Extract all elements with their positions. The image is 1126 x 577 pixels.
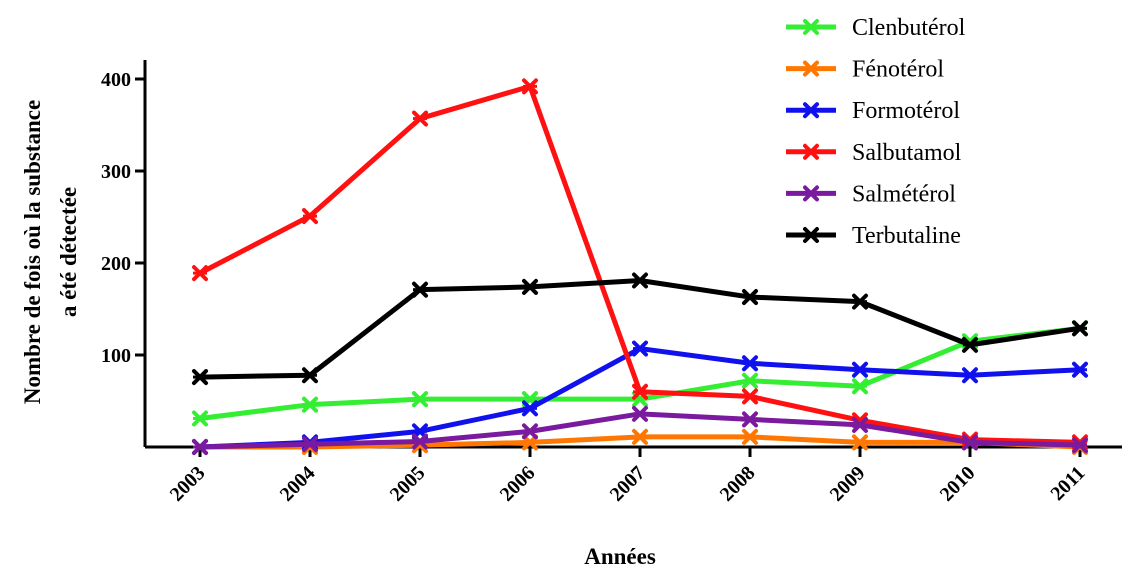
data-point-salbutamol [412, 110, 428, 127]
data-point-salbutamol [192, 265, 208, 282]
data-point-salmeterol [852, 416, 868, 433]
y-tick-label: 200 [101, 253, 131, 275]
series-line-terbutaline [199, 277, 1081, 380]
data-point-terbutaline [632, 272, 648, 289]
legend: Clenbutérol Fénotérol Formotérol Salbutamol… [786, 15, 966, 249]
data-point-salbutamol [302, 208, 318, 225]
data-point-fenoterol [852, 434, 868, 451]
legend-item-salbutamol: Salbutamol [786, 140, 962, 166]
data-point-terbutaline [962, 336, 978, 353]
data-point-salbutamol [632, 383, 648, 400]
data-point-clenbuterol [412, 391, 428, 408]
legend-item-formoterol: Formotérol [786, 98, 960, 124]
data-point-salmeterol [412, 433, 428, 450]
data-point-formoterol [522, 400, 538, 417]
data-point-clenbuterol [302, 396, 318, 413]
x-ticks: 2003 2004 2005 2006 2007 2008 2009 2010 2011 [166, 447, 1090, 506]
series-terbutaline [192, 272, 1088, 386]
data-point-salmeterol [632, 405, 648, 422]
y-axis-title: Nombre de fois où la substance a été dét… [20, 100, 81, 404]
legend-marker [803, 185, 819, 202]
data-point-formoterol [1072, 361, 1088, 378]
data-point-fenoterol [632, 428, 648, 445]
y-tick-label: 300 [101, 161, 131, 183]
data-point-fenoterol [742, 428, 758, 445]
y-axis-title-line-1: Nombre de fois où la substance [20, 100, 45, 404]
y-ticks: 100 200 300 400 [101, 69, 145, 367]
series-salbutamol [192, 78, 1088, 451]
data-point-clenbuterol [852, 378, 868, 395]
x-axis-title: Années [584, 544, 656, 569]
data-point-salbutamol [522, 78, 538, 95]
data-point-salmeterol [962, 434, 978, 451]
legend-marker [803, 143, 819, 160]
data-point-terbutaline [192, 369, 208, 386]
y-axis-title-line-2: a été détectée [56, 187, 81, 317]
legend-item-clenbuterol: Clenbutérol [786, 15, 966, 41]
series-salmeterol [192, 405, 1088, 455]
x-tick-label: 2011 [1046, 462, 1089, 505]
y-tick-label: 100 [101, 345, 131, 367]
series-layer [192, 78, 1088, 455]
x-tick-label: 2008 [716, 462, 760, 506]
legend-label: Formotérol [852, 98, 960, 124]
x-tick-label: 2004 [276, 462, 320, 506]
data-point-terbutaline [302, 367, 318, 384]
data-point-terbutaline [522, 278, 538, 295]
data-point-terbutaline [742, 289, 758, 306]
data-point-terbutaline [412, 281, 428, 298]
x-tick-label: 2006 [496, 462, 540, 506]
data-point-terbutaline [852, 293, 868, 310]
x-tick-label: 2003 [166, 462, 210, 506]
legend-marker [803, 60, 819, 77]
legend-label: Terbutaline [852, 223, 961, 249]
data-point-fenoterol [522, 434, 538, 451]
legend-label: Fénotérol [852, 57, 944, 83]
data-point-salmeterol [742, 411, 758, 428]
data-point-terbutaline [1072, 320, 1088, 337]
legend-marker [803, 102, 819, 119]
y-tick-label: 400 [101, 69, 131, 91]
legend-item-fenoterol: Fénotérol [786, 57, 944, 83]
data-point-formoterol [632, 340, 648, 357]
legend-label: Salbutamol [852, 140, 962, 166]
axes [143, 60, 1122, 449]
data-point-salbutamol [742, 388, 758, 405]
legend-marker [803, 19, 819, 35]
data-point-clenbuterol [192, 410, 208, 427]
legend-item-terbutaline: Terbutaline [786, 223, 961, 249]
x-tick-label: 2005 [386, 462, 430, 506]
data-point-salmeterol [1072, 437, 1088, 454]
x-tick-label: 2007 [606, 462, 650, 506]
data-point-salmeterol [192, 439, 208, 455]
legend-label: Salmétérol [852, 181, 956, 207]
x-tick-label: 2009 [826, 462, 870, 506]
data-point-salmeterol [302, 436, 318, 453]
legend-item-salmeterol: Salmétérol [786, 181, 956, 207]
data-point-formoterol [962, 367, 978, 384]
data-point-clenbuterol [742, 372, 758, 389]
legend-marker [803, 227, 819, 243]
data-point-formoterol [742, 355, 758, 372]
legend-label: Clenbutérol [852, 15, 966, 41]
x-tick-label: 2010 [936, 462, 980, 506]
data-point-formoterol [852, 361, 868, 378]
data-point-salmeterol [522, 423, 538, 440]
